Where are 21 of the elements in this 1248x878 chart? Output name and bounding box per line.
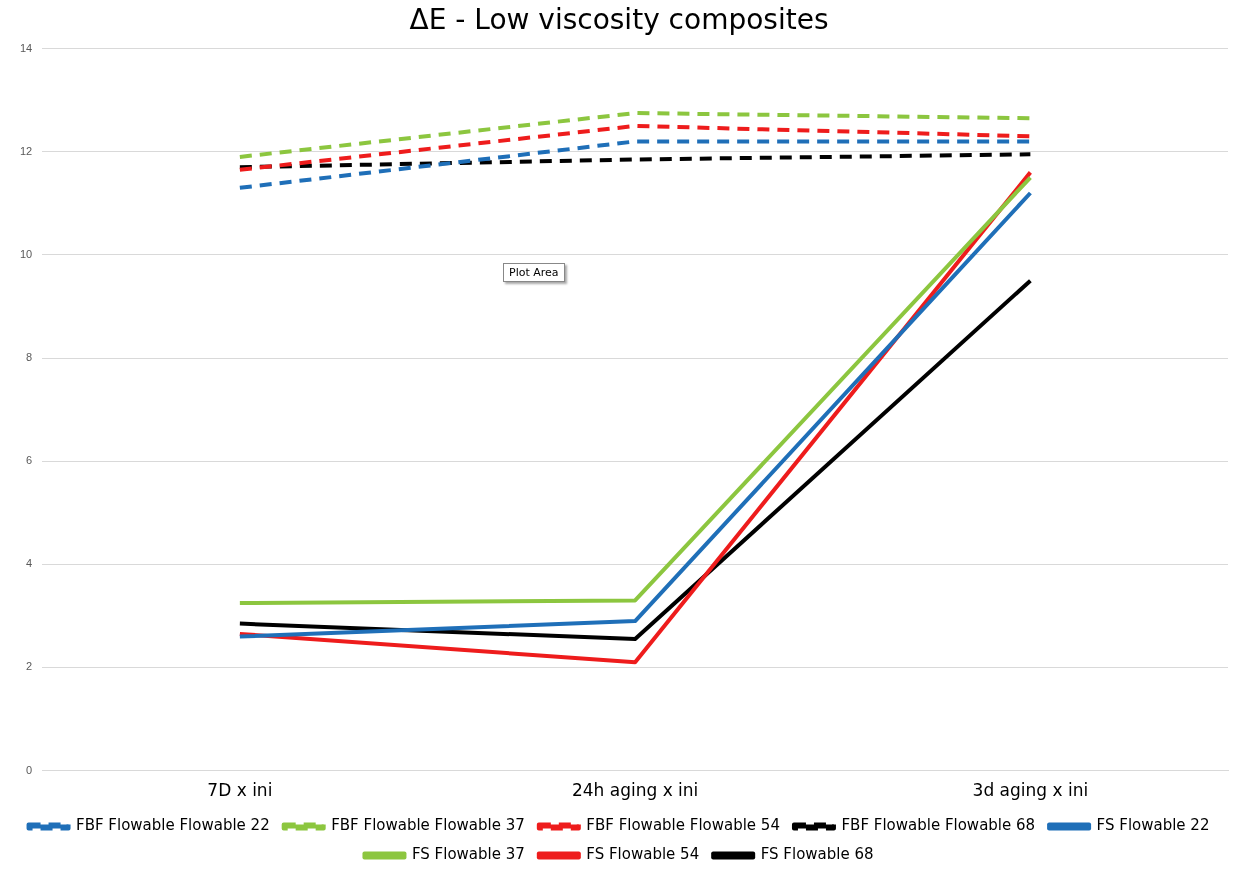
legend-label: FBF Flowable Flowable 68	[841, 816, 1036, 835]
y-tick-label: 2	[26, 660, 33, 673]
x-tick-label: 24h aging x ini	[571, 780, 699, 801]
legend-label: FBF Flowable Flowable 22	[76, 816, 270, 835]
legend-label: FS Flowable 68	[760, 845, 874, 864]
y-tick-label: 8	[26, 351, 33, 364]
chart-title: ΔE - Low viscosity composites	[409, 3, 829, 37]
annotation: Plot Area	[503, 263, 565, 282]
y-tick-label: 6	[26, 454, 33, 467]
y-tick-label: 12	[19, 144, 33, 157]
x-tick-label: 7D x ini	[207, 780, 273, 801]
y-tick-label: 4	[26, 557, 33, 570]
legend-label: FS Flowable 22	[1096, 816, 1210, 835]
y-tick-label: 10	[19, 247, 33, 260]
legend-label: FBF Flowable Flowable 37	[331, 816, 525, 835]
y-tick-label: 0	[26, 763, 33, 776]
legend-label: FS Flowable 37	[411, 845, 525, 864]
x-tick-label: 3d aging x ini	[972, 780, 1089, 801]
legend-label: FBF Flowable Flowable 54	[586, 816, 780, 835]
legend-label: FS Flowable 54	[586, 845, 700, 864]
y-tick-label: 14	[19, 41, 33, 54]
